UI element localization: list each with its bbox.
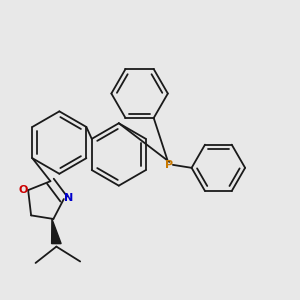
Polygon shape: [52, 219, 61, 244]
Text: P: P: [165, 160, 173, 170]
Text: O: O: [18, 185, 28, 195]
Text: N: N: [64, 193, 74, 203]
